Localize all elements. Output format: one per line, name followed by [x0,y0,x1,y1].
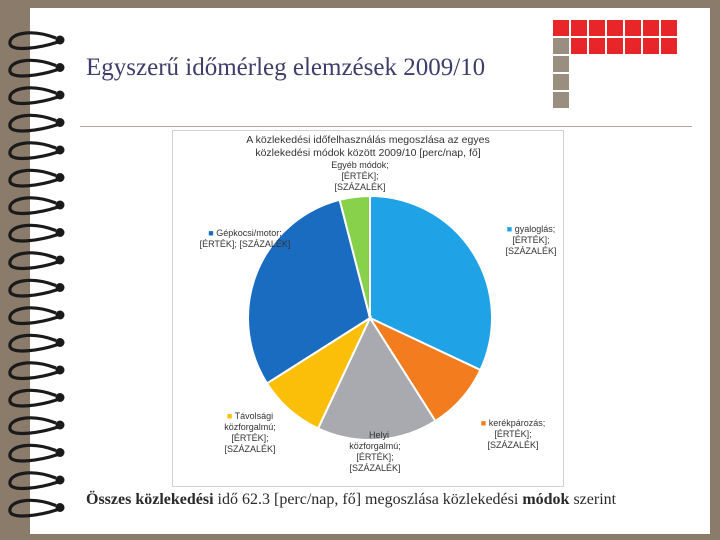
spiral-ring [8,416,65,436]
label-helyi-pct: [SZÁZALÉK] [349,463,401,473]
gray-square [553,92,569,108]
spiral-ring [8,251,65,271]
red-square [625,20,641,36]
label-kerekpar-value: [ÉRTÉK]; [494,429,532,439]
spiral-ring [8,471,65,491]
spiral-ring [8,278,65,298]
spiral-ring [8,58,65,78]
label-tavolsagi: ■ Távolsági közforgalmú; [ÉRTÉK]; [SZÁZA… [205,411,295,455]
spiral-ring [8,443,65,463]
red-square [571,38,587,54]
gray-square [553,38,569,54]
spiral-ring [8,498,65,518]
label-tavolsagi-line2: közforgalmú; [224,422,276,432]
red-square [625,38,641,54]
label-tavolsagi-name: ■ Távolsági [226,411,274,421]
pie-slice-4 [247,198,372,385]
spiral-ring [8,31,65,51]
spiral-ring [8,196,65,216]
label-tavolsagi-value: [ÉRTÉK]; [231,433,269,443]
label-gyaloglas-value: [ÉRTÉK]; [512,235,550,245]
slide-caption: Összes közlekedési idő 62.3 [perc/nap, f… [86,491,617,508]
label-gyaloglas-pct: [SZÁZALÉK] [505,246,557,256]
label-gepkocsi-value: [ÉRTÉK]; [SZÁZALÉK] [199,239,291,249]
label-egyeb-name: Egyéb módok; [331,160,389,170]
spiral-ring [8,333,65,353]
spiral-ring [8,141,65,161]
label-helyi-value: [ÉRTÉK]; [356,452,394,462]
label-gepkocsi: ■ Gépkocsi/motor; [ÉRTÉK]; [SZÁZALÉK] [190,228,300,250]
chart-title-line1: A közlekedési időfelhasználás megoszlása… [246,134,490,146]
slide-title: Egyszerű időmérleg elemzések 2009/10 [86,54,486,81]
decorative-squares [553,20,677,108]
label-kerekpar-name: ■ kerékpározás; [480,418,546,428]
label-kerekpar: ■ kerékpározás; [ÉRTÉK]; [SZÁZALÉK] [468,418,558,451]
red-square [661,20,677,36]
red-square [589,20,605,36]
spiral-binding [8,31,65,518]
pie-slice-5 [338,194,371,319]
red-square [607,38,623,54]
red-square [643,38,659,54]
pie-slice-2 [316,315,437,441]
red-square [643,20,659,36]
red-square [589,38,605,54]
pie-slice-0 [369,194,493,372]
spiral-ring [8,306,65,326]
label-egyeb-value: [ÉRTÉK]; [341,171,379,181]
label-tavolsagi-pct: [SZÁZALÉK] [224,444,276,454]
gray-square [553,74,569,90]
spiral-ring [8,168,65,188]
label-helyi-line2: közforgalmú; [349,441,401,451]
chart-title-line2: közlekedési módok között 2009/10 [perc/n… [255,147,481,159]
label-egyeb-pct: [SZÁZALÉK] [334,182,386,192]
label-helyi: □ Helyi közforgalmú; [ÉRTÉK]; [SZÁZALÉK] [330,430,420,474]
red-square [607,20,623,36]
spiral-ring [8,388,65,408]
red-square [661,38,677,54]
label-egyeb: Egyéb módok; [ÉRTÉK]; [SZÁZALÉK] [305,160,415,193]
gray-square [553,56,569,72]
spiral-ring [8,86,65,106]
title-divider [80,126,692,127]
spiral-ring [8,113,65,133]
label-helyi-name: □ Helyi [361,430,389,440]
chart-title: A közlekedési időfelhasználás megoszlása… [0,134,720,160]
label-gepkocsi-name: ■ Gépkocsi/motor; [208,228,282,238]
red-square [553,20,569,36]
spiral-ring [8,361,65,381]
red-square [571,20,587,36]
spiral-ring [8,223,65,243]
label-gyaloglas-name: ■ gyaloglás; [506,224,556,234]
label-kerekpar-pct: [SZÁZALÉK] [487,440,539,450]
label-gyaloglas: ■ gyaloglás; [ÉRTÉK]; [SZÁZALÉK] [490,224,572,257]
